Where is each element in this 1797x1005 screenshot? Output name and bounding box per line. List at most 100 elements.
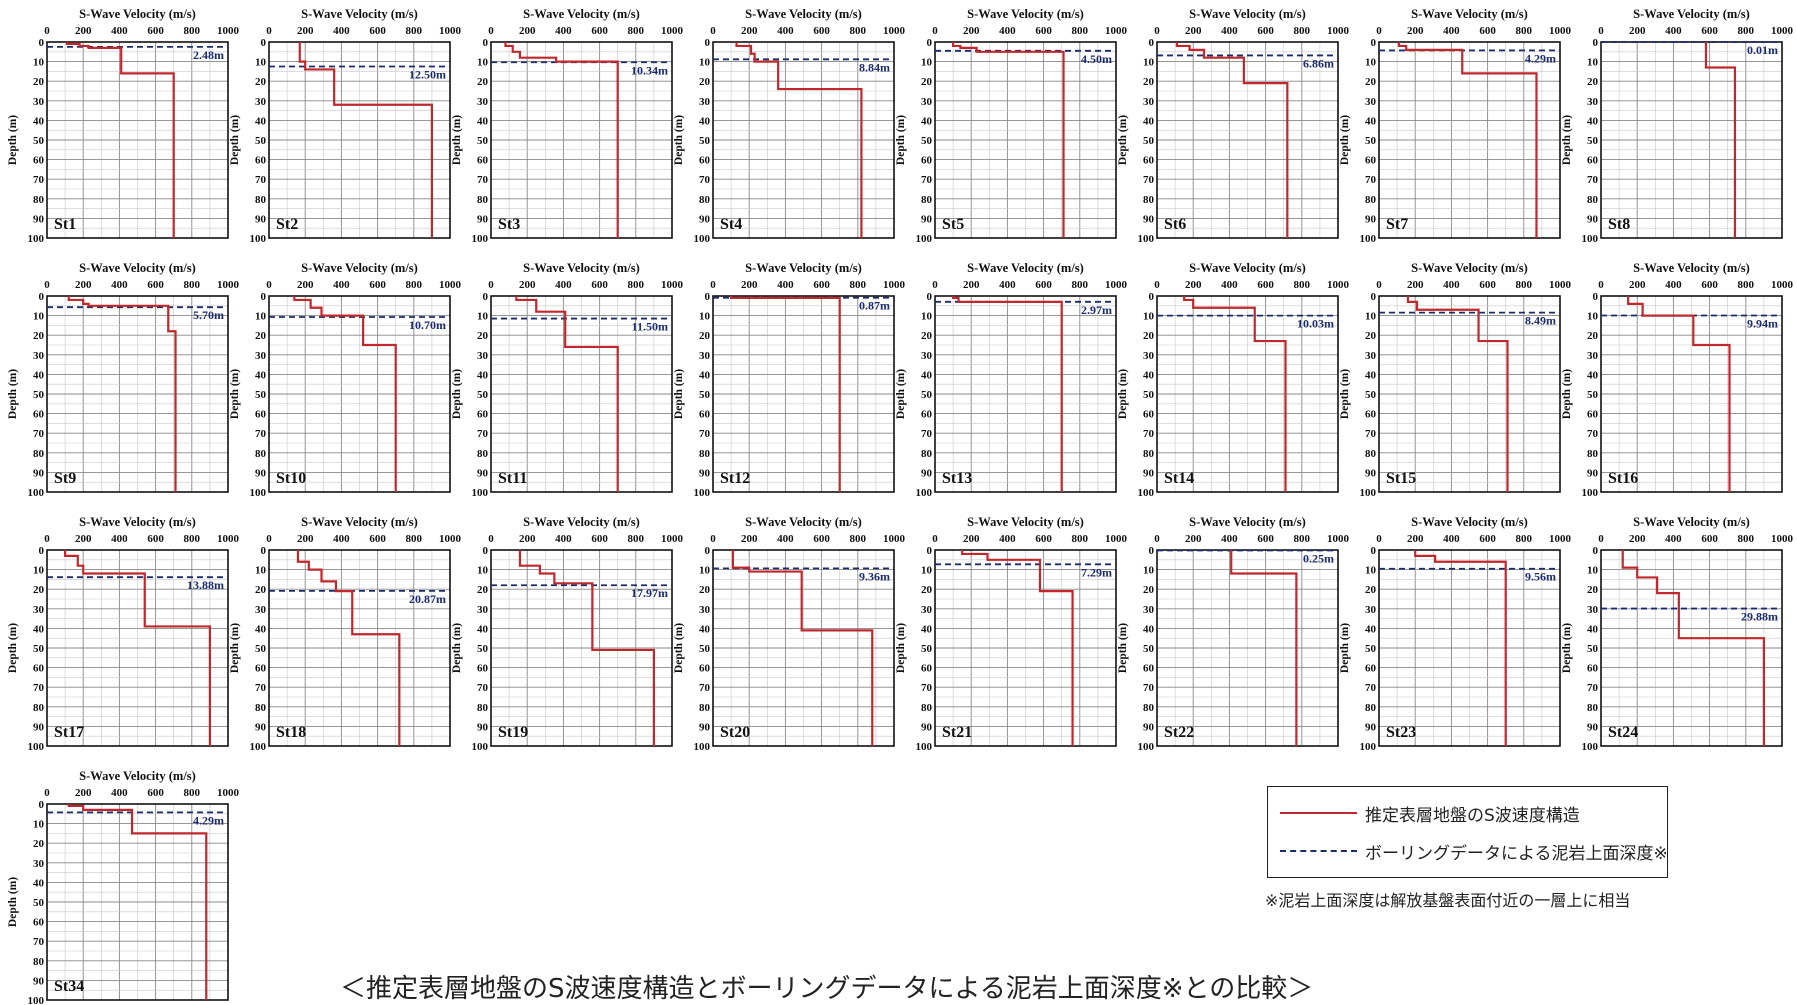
y-axis-label: Depth (m) [229, 623, 241, 673]
station-label: St2 [276, 216, 298, 233]
velocity-profile-line [729, 296, 841, 492]
x-tick-label: 600 [1701, 533, 1718, 545]
plot-frame [268, 41, 451, 239]
y-tick-label: 60 [33, 155, 45, 167]
x-tick-label: 200 [519, 533, 536, 545]
station-label: St9 [54, 470, 76, 487]
y-tick-label: 100 [916, 233, 933, 245]
y-tick-label: 40 [255, 623, 267, 635]
x-tick-label: 1000 [883, 279, 906, 291]
y-tick-label: 90 [33, 213, 45, 225]
y-tick-label: 100 [694, 741, 711, 753]
chart-panel-st8: S-Wave Velocity (m/s) 0 200 400 600 800 1000 0 1… [1561, 7, 1794, 245]
x-tick-label: 200 [963, 279, 980, 291]
x-tick-label: 1000 [1327, 25, 1350, 37]
x-tick-label: 0 [266, 25, 272, 37]
y-tick-label: 90 [33, 721, 45, 733]
plot-frame [46, 295, 229, 493]
station-label: St5 [942, 216, 964, 233]
plot-frame [490, 41, 673, 239]
y-tick-label: 50 [255, 389, 267, 401]
x-tick-label: 0 [488, 25, 494, 37]
x-tick-label: 0 [932, 279, 938, 291]
y-tick-label: 100 [28, 487, 45, 499]
station-label: St22 [1164, 724, 1194, 741]
x-tick-label: 0 [44, 787, 50, 799]
chart-title: S-Wave Velocity (m/s) [745, 261, 862, 275]
legend-swatch-mudstone [1280, 850, 1357, 852]
x-tick-label: 600 [1257, 533, 1274, 545]
x-tick-label: 800 [850, 25, 867, 37]
y-tick-label: 80 [699, 194, 711, 206]
x-tick-label: 600 [813, 25, 830, 37]
mudstone-depth-label: 2.48m [193, 48, 224, 62]
x-tick-label: 600 [1701, 25, 1718, 37]
x-tick-label: 800 [1294, 25, 1311, 37]
station-label: St1 [54, 216, 76, 233]
y-tick-label: 40 [699, 115, 711, 127]
x-tick-label: 200 [1185, 25, 1202, 37]
x-tick-label: 600 [1035, 25, 1052, 37]
y-tick-label: 70 [1587, 682, 1599, 694]
y-tick-label: 80 [477, 702, 489, 714]
x-tick-label: 200 [741, 25, 758, 37]
x-tick-label: 200 [741, 279, 758, 291]
x-tick-label: 400 [333, 25, 350, 37]
y-tick-label: 90 [1365, 467, 1377, 479]
y-axis-label: Depth (m) [1561, 623, 1573, 673]
y-tick-label: 20 [255, 330, 267, 342]
x-tick-label: 0 [44, 533, 50, 545]
y-axis-label: Depth (m) [229, 369, 241, 419]
chart-title: S-Wave Velocity (m/s) [1411, 515, 1528, 529]
y-tick-label: 0 [39, 545, 45, 557]
y-tick-label: 60 [1143, 155, 1155, 167]
mudstone-depth-label: 0.01m [1747, 43, 1778, 57]
x-tick-label: 0 [44, 25, 50, 37]
y-tick-label: 20 [1365, 76, 1377, 88]
x-tick-label: 0 [44, 279, 50, 291]
y-axis-label: Depth (m) [451, 369, 463, 419]
chart-title: S-Wave Velocity (m/s) [1189, 515, 1306, 529]
y-tick-label: 90 [255, 213, 267, 225]
mudstone-depth-label: 8.84m [859, 60, 890, 74]
y-tick-label: 20 [921, 584, 933, 596]
station-label: St12 [720, 470, 750, 487]
station-label: St13 [942, 470, 972, 487]
y-tick-label: 90 [699, 213, 711, 225]
x-tick-label: 1000 [217, 25, 240, 37]
y-tick-label: 0 [705, 545, 711, 557]
y-tick-label: 80 [33, 448, 45, 460]
x-tick-label: 0 [1154, 25, 1160, 37]
station-label: St23 [1386, 724, 1416, 741]
y-tick-label: 30 [1587, 350, 1599, 362]
x-tick-label: 400 [1665, 533, 1682, 545]
plot-frame [934, 295, 1117, 493]
y-tick-label: 100 [1582, 741, 1599, 753]
y-tick-label: 10 [921, 57, 933, 69]
y-axis-label: Depth (m) [1339, 115, 1351, 165]
x-tick-label: 800 [1738, 279, 1755, 291]
y-tick-label: 40 [921, 115, 933, 127]
y-tick-label: 40 [33, 877, 45, 889]
y-tick-label: 40 [1365, 115, 1377, 127]
y-tick-label: 50 [921, 135, 933, 147]
x-tick-label: 800 [406, 533, 423, 545]
y-tick-label: 0 [39, 291, 45, 303]
y-tick-label: 100 [472, 487, 489, 499]
station-label: St15 [1386, 470, 1416, 487]
y-tick-label: 80 [1143, 448, 1155, 460]
y-tick-label: 30 [33, 350, 45, 362]
y-tick-label: 90 [1143, 721, 1155, 733]
mudstone-depth-label: 29.88m [1741, 610, 1778, 624]
mudstone-depth-label: 4.29m [193, 813, 224, 827]
plot-frame [934, 41, 1117, 239]
x-tick-label: 800 [628, 533, 645, 545]
y-tick-label: 100 [28, 233, 45, 245]
station-label: St7 [1386, 216, 1408, 233]
y-axis-label: Depth (m) [673, 115, 685, 165]
y-tick-label: 90 [477, 467, 489, 479]
y-tick-label: 60 [1365, 409, 1377, 421]
y-tick-label: 80 [255, 194, 267, 206]
y-tick-label: 100 [250, 233, 267, 245]
y-axis-label: Depth (m) [7, 623, 19, 673]
